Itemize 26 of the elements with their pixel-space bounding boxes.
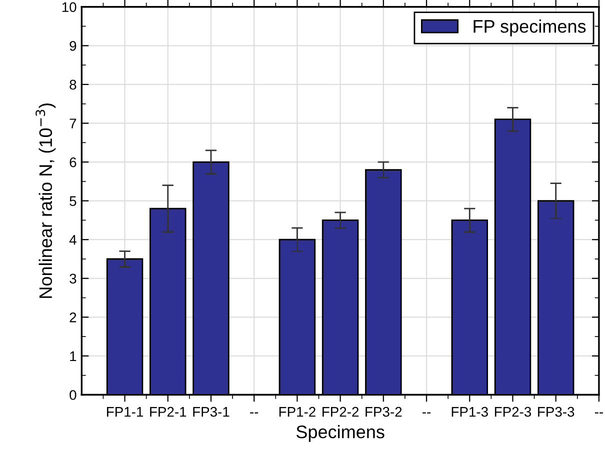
y-tick-label: 10: [62, 2, 76, 12]
legend-label: FP specimens: [474, 20, 586, 36]
x-tick-label: --: [250, 412, 258, 414]
y-tick-label: 5: [70, 196, 76, 206]
x-tick-label: FP3-3: [538, 406, 574, 417]
y-tick-label: 9: [70, 41, 76, 51]
y-tick-label: 1: [70, 351, 76, 361]
y-axis-title: Nonlinear ratio N, (10$^{−3}$): [36, 104, 56, 298]
x-tick-label: FP1-3: [452, 406, 488, 417]
x-tick-label: FP3-2: [366, 406, 402, 417]
x-tick-label: FP1-1: [107, 407, 144, 417]
x-tick-label: FP1-2: [279, 406, 316, 417]
y-tick-label: 8: [70, 80, 76, 90]
y-tick-label: 2: [70, 312, 76, 322]
y-tick-label: 0: [70, 390, 76, 400]
x-tick-label: --: [594, 412, 603, 414]
x-tick-label: FP2-2: [322, 406, 359, 417]
x-tick-label: FP2-1: [150, 406, 186, 417]
y-tick-label: 4: [69, 235, 76, 245]
y-tick-label: 6: [70, 157, 76, 168]
y-tick-label: 7: [70, 118, 76, 128]
x-tick-label: FP2-3: [494, 406, 532, 417]
x-tick-label: --: [422, 412, 431, 414]
x-axis-title: Specimens: [296, 425, 384, 442]
x-tick-label: FP3-1: [193, 406, 230, 417]
y-tick-label: 3: [70, 274, 76, 284]
